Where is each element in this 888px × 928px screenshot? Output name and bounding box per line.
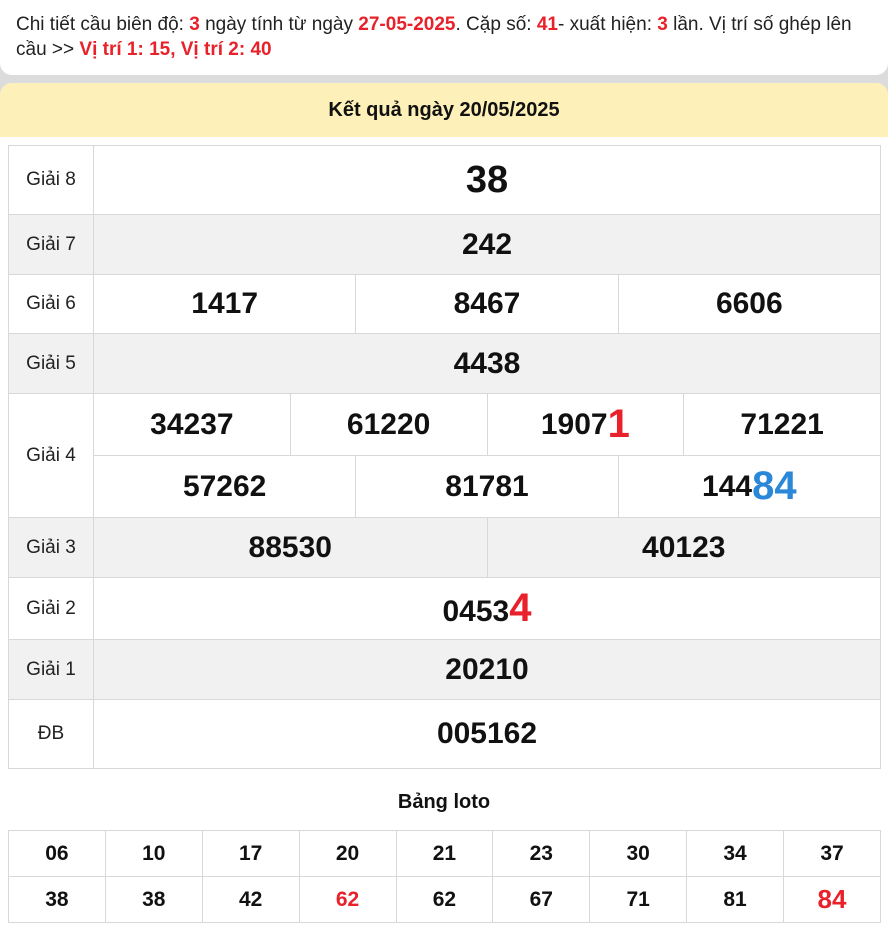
- loto-cell: 06: [8, 830, 106, 877]
- prize-value: 40123: [486, 518, 881, 577]
- prize-value: 4438: [93, 333, 881, 394]
- info-text: . Cặp số:: [455, 14, 537, 35]
- prize-value: 38: [93, 145, 881, 215]
- row-g6: Giải 6 1417 8467 6606: [8, 274, 881, 334]
- prize-label: Giải 4: [8, 393, 94, 518]
- row-g4: Giải 4 34237 61220 1907 1 71221: [8, 393, 881, 518]
- loto-cell: 23: [492, 830, 591, 877]
- prize-label: Giải 3: [8, 517, 94, 578]
- info-text: ngày tính từ ngày: [199, 14, 359, 35]
- prize-value: 144 84: [617, 456, 880, 517]
- prize-label: Giải 1: [8, 639, 94, 700]
- row-g3: Giải 3 88530 40123: [8, 517, 881, 578]
- bridge-info: Chi tiết cầu biên độ: 3 ngày tính từ ngà…: [0, 0, 888, 75]
- info-text: - xuất hiện:: [557, 14, 658, 35]
- results-title: Kết quả ngày 20/05/2025: [0, 83, 888, 137]
- loto-cell: 67: [492, 876, 591, 923]
- loto-row: 06 10 17 20 21 23 30 34 37: [8, 830, 881, 877]
- loto-cell: 71: [589, 876, 688, 923]
- loto-cell: 84: [783, 876, 881, 923]
- info-pair: 41: [536, 14, 558, 35]
- loto-cell: 38: [8, 876, 106, 923]
- loto-cell: 30: [589, 830, 688, 877]
- prize-value: 8467: [355, 275, 617, 333]
- info-positions: Vị trí 1: 15, Vị trí 2: 40: [79, 39, 272, 60]
- digits: 1907: [540, 407, 608, 441]
- row-g5: Giải 5 4438: [8, 333, 881, 394]
- prize-value: 34237: [150, 407, 234, 441]
- row-g4b: 57262 81781 144 84: [9, 455, 881, 518]
- prize-label: Giải 6: [8, 274, 94, 334]
- prize-value: 61220: [289, 394, 487, 455]
- prize-label: ĐB: [8, 699, 94, 769]
- prize-value: 71221: [683, 394, 880, 455]
- digits: 144: [702, 469, 753, 503]
- highlight-digits: 4: [509, 586, 532, 630]
- loto-cell: 34: [686, 830, 784, 877]
- highlight-digits: 1: [607, 402, 630, 446]
- loto-cell: 10: [104, 830, 203, 877]
- loto-cell: 17: [201, 830, 300, 877]
- loto-table: 06 10 17 20 21 23 30 34 37 38 38 42 62 62 67 71 81 84: [8, 830, 881, 923]
- loto-title: Bảng loto: [397, 791, 491, 813]
- highlight-digits: 84: [752, 464, 797, 508]
- prize-value: 20210: [93, 639, 881, 700]
- loto-cell: 62: [298, 876, 397, 923]
- loto-cell: 21: [395, 830, 494, 877]
- loto-cell: 37: [783, 830, 881, 877]
- loto-cell: 62: [395, 876, 494, 923]
- info-date: 27-05-2025: [358, 14, 456, 35]
- loto-cell: 20: [298, 830, 397, 877]
- row-g8: Giải 8 38: [8, 145, 881, 215]
- prize-value: 88530: [248, 530, 332, 564]
- prize-value: 005162: [93, 699, 881, 769]
- row-g7: Giải 7 242: [8, 214, 881, 275]
- prize-label: Giải 8: [8, 145, 94, 215]
- row-g2: Giải 2 04534: [8, 577, 881, 640]
- info-text: Chi tiết cầu biên độ:: [16, 14, 190, 35]
- prize-value: 1417: [191, 287, 259, 320]
- prize-value: 81781: [355, 456, 617, 517]
- row-g1: Giải 1 20210: [8, 639, 881, 700]
- prize-value: 1907 1: [486, 394, 684, 455]
- prize-label: Giải 7: [8, 214, 94, 275]
- prize-label: Giải 2: [8, 577, 94, 640]
- prize-value: 57262: [182, 469, 267, 503]
- prize-value: 242: [93, 214, 881, 275]
- results-table: Giải 8 38 Giải 7 242 Giải 6 1417 8467 6606 Gi…: [8, 145, 881, 769]
- prize-value: 6606: [617, 275, 880, 333]
- row-db: ĐB 005162: [8, 699, 881, 769]
- loto-row: 38 38 42 62 62 67 71 81 84: [8, 876, 881, 923]
- info-days: 3: [189, 14, 200, 35]
- prize-value: 04534: [93, 577, 881, 640]
- digits: 0453: [442, 595, 510, 628]
- loto-cell: 81: [686, 876, 784, 923]
- loto-cell: 42: [201, 876, 300, 923]
- info-text: lần. Vị trí số ghép lên cầu >>: [16, 14, 852, 60]
- loto-cell: 38: [104, 876, 203, 923]
- prize-label: Giải 5: [8, 333, 94, 394]
- info-times: 3: [657, 14, 668, 35]
